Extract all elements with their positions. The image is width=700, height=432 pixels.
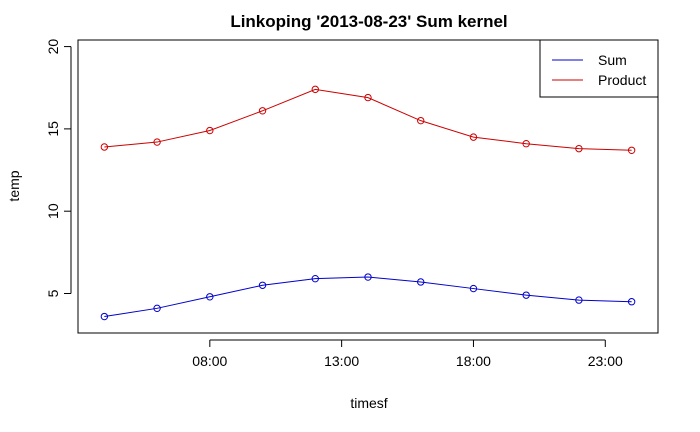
legend-label-sum: Sum (598, 52, 627, 68)
legend-label-product: Product (598, 72, 646, 88)
x-axis: 08:00 13:00 18:00 23:00 (192, 339, 623, 369)
data-point-product (100, 143, 109, 151)
series-layer (100, 85, 636, 321)
plot-area-frame (77, 39, 659, 334)
x-tick-label: 13:00 (324, 353, 359, 369)
data-point-sum (575, 296, 583, 304)
data-point-sum (522, 291, 530, 299)
data-point-product (469, 133, 478, 141)
y-tick-label: 10 (45, 203, 61, 219)
x-tick-label: 23:00 (588, 353, 623, 369)
series-line-sum (104, 276, 632, 318)
data-point-sum (469, 284, 478, 293)
data-point-sum (153, 304, 161, 313)
chart-title: Linkoping '2013-08-23' Sum kernel (230, 12, 507, 31)
data-point-product (364, 93, 372, 102)
legend-box (539, 39, 659, 98)
data-point-product (206, 126, 214, 135)
x-tick-label: 18:00 (456, 353, 491, 369)
data-point-sum (417, 278, 425, 286)
data-point-product (258, 107, 267, 115)
data-point-product (575, 144, 583, 153)
y-axis-label: temp (6, 170, 22, 201)
y-tick-label: 15 (45, 121, 61, 137)
x-tick-label: 08:00 (192, 353, 227, 369)
x-axis-label: timesf (350, 395, 387, 411)
data-point-sum (311, 274, 319, 283)
y-tick-label: 5 (45, 289, 61, 297)
data-point-sum (206, 293, 214, 301)
series-line-product (104, 88, 632, 151)
legend: Sum Product (539, 39, 659, 98)
y-axis: 5 10 15 20 (45, 39, 72, 297)
data-point-sum (258, 281, 267, 289)
data-point-sum (364, 273, 372, 281)
data-point-sum (627, 298, 636, 306)
data-point-product (522, 140, 530, 148)
data-point-product (627, 146, 636, 154)
data-point-product (417, 116, 425, 125)
data-point-sum (100, 312, 109, 321)
data-point-product (153, 138, 161, 146)
y-tick-label: 20 (45, 39, 61, 55)
data-point-product (311, 85, 319, 94)
